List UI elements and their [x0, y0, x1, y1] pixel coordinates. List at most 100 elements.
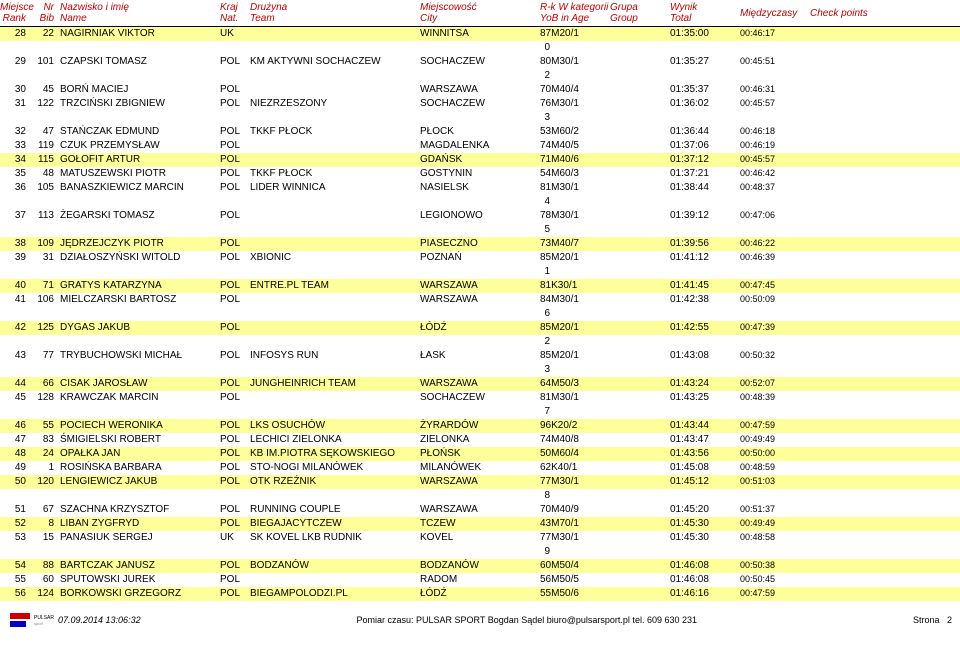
result-row: 36105BANASZKIEWICZ MARCINPOLLIDER WINNIC…	[0, 181, 960, 195]
check-cell	[810, 322, 890, 334]
city-cell: PŁOŃSK	[420, 448, 540, 460]
table-header: MiejsceRank NrBib Nazwisko i imięName Kr…	[0, 0, 960, 27]
city-cell: WARSZAWA	[420, 280, 540, 292]
check-cell	[810, 280, 890, 292]
footer-page-label: Strona	[913, 615, 940, 625]
nat-cell: POL	[220, 574, 250, 586]
group-row: 9	[0, 545, 960, 559]
cat-cell: 81K30/1	[540, 280, 610, 292]
group-row: 3	[0, 111, 960, 125]
bib-cell: 45	[30, 84, 60, 96]
hdr-split1: Międzyczasy	[740, 8, 810, 19]
result-row: 5167SZACHNA KRZYSZTOFPOLRUNNING COUPLEWA…	[0, 503, 960, 517]
result-row: 4783ŚMIGIELSKI ROBERTPOLLECHICI ZIELONKA…	[0, 433, 960, 447]
cat-cell: 80M30/1	[540, 56, 610, 68]
result-row: 5560SPUTOWSKI JUREKPOLRADOM56M50/501:46:…	[0, 573, 960, 587]
split-cell: 00:46:22	[740, 238, 810, 250]
check-cell	[810, 378, 890, 390]
name-cell: ROSIŃSKA BARBARA	[60, 462, 220, 474]
team-cell	[250, 28, 420, 40]
nat-cell: POL	[220, 434, 250, 446]
team-cell: INFOSYS RUN	[250, 350, 420, 362]
team-cell: XBIONIC	[250, 252, 420, 264]
cat-cell: 81M30/1	[540, 182, 610, 194]
team-cell: BIEGAJACYTCZEW	[250, 518, 420, 530]
result-row: 2822NAGIRNIAK VIKTORUKWINNITSA87M20/101:…	[0, 27, 960, 41]
nat-cell: UK	[220, 28, 250, 40]
group-cell	[610, 238, 670, 250]
nat-cell: POL	[220, 448, 250, 460]
hdr-nat1: Kraj	[220, 2, 250, 13]
city-cell: WARSZAWA	[420, 378, 540, 390]
city-cell: GOSTYNIN	[420, 168, 540, 180]
rank-cell: 53	[0, 532, 30, 544]
rank-cell: 49	[0, 462, 30, 474]
total-cell: 01:45:20	[670, 504, 740, 516]
split-cell: 00:45:57	[740, 154, 810, 166]
check-cell	[810, 434, 890, 446]
group-cell	[610, 84, 670, 96]
bib-cell: 106	[30, 294, 60, 306]
check-cell	[810, 168, 890, 180]
total-cell: 01:46:16	[670, 588, 740, 600]
team-cell: TKKF PŁOCK	[250, 168, 420, 180]
bib-cell: 31	[30, 252, 60, 264]
cat-cell: 87M20/1	[540, 28, 610, 40]
group-cell	[610, 210, 670, 222]
rank-cell: 54	[0, 560, 30, 572]
team-cell	[250, 140, 420, 152]
cat-cell: 50M60/4	[540, 448, 610, 460]
total-cell: 01:35:37	[670, 84, 740, 96]
total-cell: 01:42:38	[670, 294, 740, 306]
cat-cell: 81M30/1	[540, 392, 610, 404]
team-cell: KM AKTYWNI SOCHACZEW	[250, 56, 420, 68]
total-cell: 01:39:56	[670, 238, 740, 250]
hdr-bib2: Bib	[30, 13, 54, 24]
split-cell: 00:49:49	[740, 434, 810, 446]
nat-cell: POL	[220, 98, 250, 110]
total-cell: 01:35:27	[670, 56, 740, 68]
nat-cell: UK	[220, 532, 250, 544]
split-cell: 00:48:39	[740, 392, 810, 404]
city-cell: MAGDALENKA	[420, 140, 540, 152]
city-cell: POZNAŃ	[420, 252, 540, 264]
city-cell: SOCHACZEW	[420, 56, 540, 68]
rank-cell: 46	[0, 420, 30, 432]
nat-cell: POL	[220, 252, 250, 264]
team-cell	[250, 210, 420, 222]
nat-cell: POL	[220, 378, 250, 390]
rank-cell: 50	[0, 476, 30, 488]
nat-cell: POL	[220, 168, 250, 180]
group-row: 8	[0, 489, 960, 503]
hdr-name1: Nazwisko i imię	[60, 2, 220, 13]
split-cell: 00:47:06	[740, 210, 810, 222]
cat-cell: 73M40/7	[540, 238, 610, 250]
team-cell: LKS OSUCHÓW	[250, 420, 420, 432]
split-cell: 00:46:19	[740, 140, 810, 152]
total-cell: 01:35:00	[670, 28, 740, 40]
rank-cell: 42	[0, 322, 30, 334]
result-row: 3045BORŃ MACIEJPOLWARSZAWA70M40/401:35:3…	[0, 83, 960, 97]
group-cell	[610, 154, 670, 166]
nat-cell: POL	[220, 462, 250, 474]
group-cell	[610, 574, 670, 586]
group-cell	[610, 294, 670, 306]
group-cell	[610, 448, 670, 460]
cat-cell: 56M50/5	[540, 574, 610, 586]
nat-cell: POL	[220, 420, 250, 432]
split-cell: 00:46:17	[740, 28, 810, 40]
bib-cell: 113	[30, 210, 60, 222]
name-cell: STAŃCZAK EDMUND	[60, 126, 220, 138]
footer-center: Pomiar czasu: PULSAR SPORT Bogdan Sądel …	[141, 615, 913, 625]
total-cell: 01:46:08	[670, 574, 740, 586]
split-cell: 00:47:39	[740, 322, 810, 334]
city-cell: PIASECZNO	[420, 238, 540, 250]
check-cell	[810, 182, 890, 194]
total-cell: 01:43:47	[670, 434, 740, 446]
total-cell: 01:45:30	[670, 532, 740, 544]
team-cell: LECHICI ZIELONKA	[250, 434, 420, 446]
city-cell: PŁOCK	[420, 126, 540, 138]
group-cell	[610, 476, 670, 488]
name-cell: ŚMIGIELSKI ROBERT	[60, 434, 220, 446]
result-row: 3931DZIAŁOSZYŃSKI WITOLDPOLXBIONICPOZNAŃ…	[0, 251, 960, 265]
